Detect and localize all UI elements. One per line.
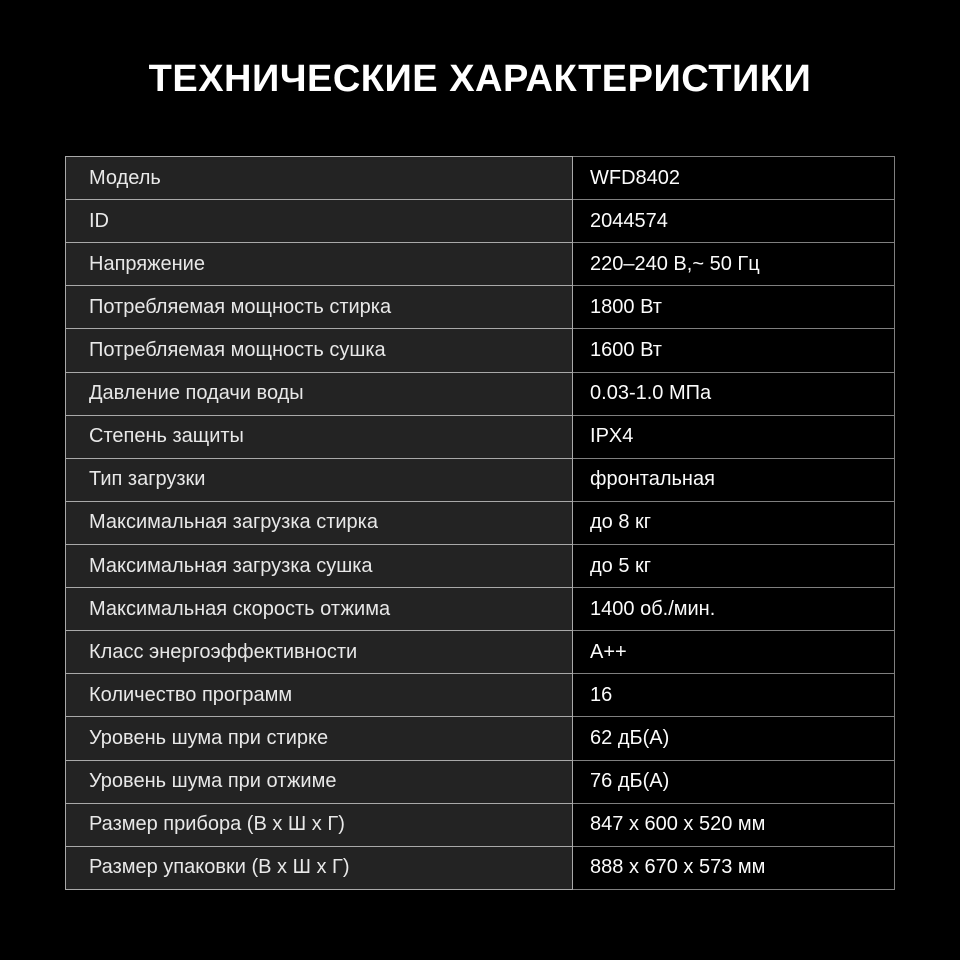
spec-label-cell: ID (64, 199, 574, 244)
spec-value-cell: 1800 Вт (572, 285, 895, 330)
table-row: Потребляемая мощность сушка 1600 Вт (64, 328, 895, 373)
table-row: Модель WFD8402 (64, 155, 895, 201)
spec-label-cell: Размер прибора (В х Ш х Г) (64, 802, 574, 847)
table-row: Класс энергоэффективности А++ (64, 630, 895, 675)
table-row: Размер прибора (В х Ш х Г) 847 х 600 х 52… (64, 802, 895, 847)
spec-value-cell: 2044574 (572, 199, 895, 244)
table-row: Напряжение 220–240 В,~ 50 Гц (64, 242, 895, 287)
spec-value-cell: 1400 об./мин. (572, 587, 895, 632)
spec-value-cell: до 5 кг (572, 543, 895, 589)
spec-label-cell: Максимальная загрузка сушка (64, 543, 574, 589)
spec-label-cell: Максимальная скорость отжима (64, 587, 574, 632)
spec-label-cell: Уровень шума при стирке (64, 716, 574, 761)
spec-value-cell: А++ (572, 630, 895, 675)
table-row: Давление подачи воды 0.03-1.0 МПа (64, 371, 895, 416)
spec-label-cell: Давление подачи воды (64, 371, 574, 416)
spec-label-cell: Уровень шума при отжиме (64, 759, 574, 804)
specs-table-container: Модель WFD8402 ID 2044574 Напряжение 220–240 … (64, 155, 895, 891)
spec-label-cell: Класс энергоэффективности (64, 630, 574, 675)
spec-label-cell: Максимальная загрузка стирка (64, 500, 574, 545)
table-row: Максимальная загрузка сушка до 5 кг (64, 543, 895, 589)
table-row: Степень защиты IPX4 (64, 414, 895, 459)
table-row: Потребляемая мощность стирка 1800 Вт (64, 285, 895, 330)
spec-value-cell: 888 х 670 х 573 мм (572, 845, 895, 891)
spec-value-cell: WFD8402 (572, 155, 895, 201)
table-row: Максимальная скорость отжима 1400 об./мин… (64, 587, 895, 632)
spec-label-cell: Модель (64, 155, 574, 201)
spec-value-cell: 0.03-1.0 МПа (572, 371, 895, 416)
spec-value-cell: 62 дБ(А) (572, 716, 895, 761)
table-row: ID 2044574 (64, 199, 895, 244)
table-row: Тип загрузки фронтальная (64, 457, 895, 502)
spec-label-cell: Напряжение (64, 242, 574, 287)
table-row: Количество программ 16 (64, 673, 895, 718)
spec-value-cell: 76 дБ(А) (572, 759, 895, 804)
spec-label-cell: Потребляемая мощность стирка (64, 285, 574, 330)
specs-table: Модель WFD8402 ID 2044574 Напряжение 220–240 … (64, 155, 895, 891)
spec-value-cell: IPX4 (572, 414, 895, 459)
spec-value-cell: 220–240 В,~ 50 Гц (572, 242, 895, 287)
spec-value-cell: 16 (572, 673, 895, 718)
spec-value-cell: 847 х 600 х 520 мм (572, 802, 895, 847)
spec-label-cell: Степень защиты (64, 414, 574, 459)
table-row: Уровень шума при стирке 62 дБ(А) (64, 716, 895, 761)
spec-label-cell: Количество программ (64, 673, 574, 718)
spec-value-cell: 1600 Вт (572, 328, 895, 373)
spec-label-cell: Тип загрузки (64, 457, 574, 502)
spec-value-cell: до 8 кг (572, 500, 895, 545)
page-title: ТЕХНИЧЕСКИЕ ХАРАКТЕРИСТИКИ (148, 58, 812, 100)
table-row: Размер упаковки (В х Ш х Г) 888 х 670 х 5… (64, 845, 895, 891)
specs-table-body: Модель WFD8402 ID 2044574 Напряжение 220–240 … (64, 155, 895, 891)
spec-label-cell: Размер упаковки (В х Ш х Г) (64, 845, 574, 891)
spec-value-cell: фронтальная (572, 457, 895, 502)
table-row: Уровень шума при отжиме 76 дБ(А) (64, 759, 895, 804)
spec-label-cell: Потребляемая мощность сушка (64, 328, 574, 373)
table-row: Максимальная загрузка стирка до 8 кг (64, 500, 895, 545)
